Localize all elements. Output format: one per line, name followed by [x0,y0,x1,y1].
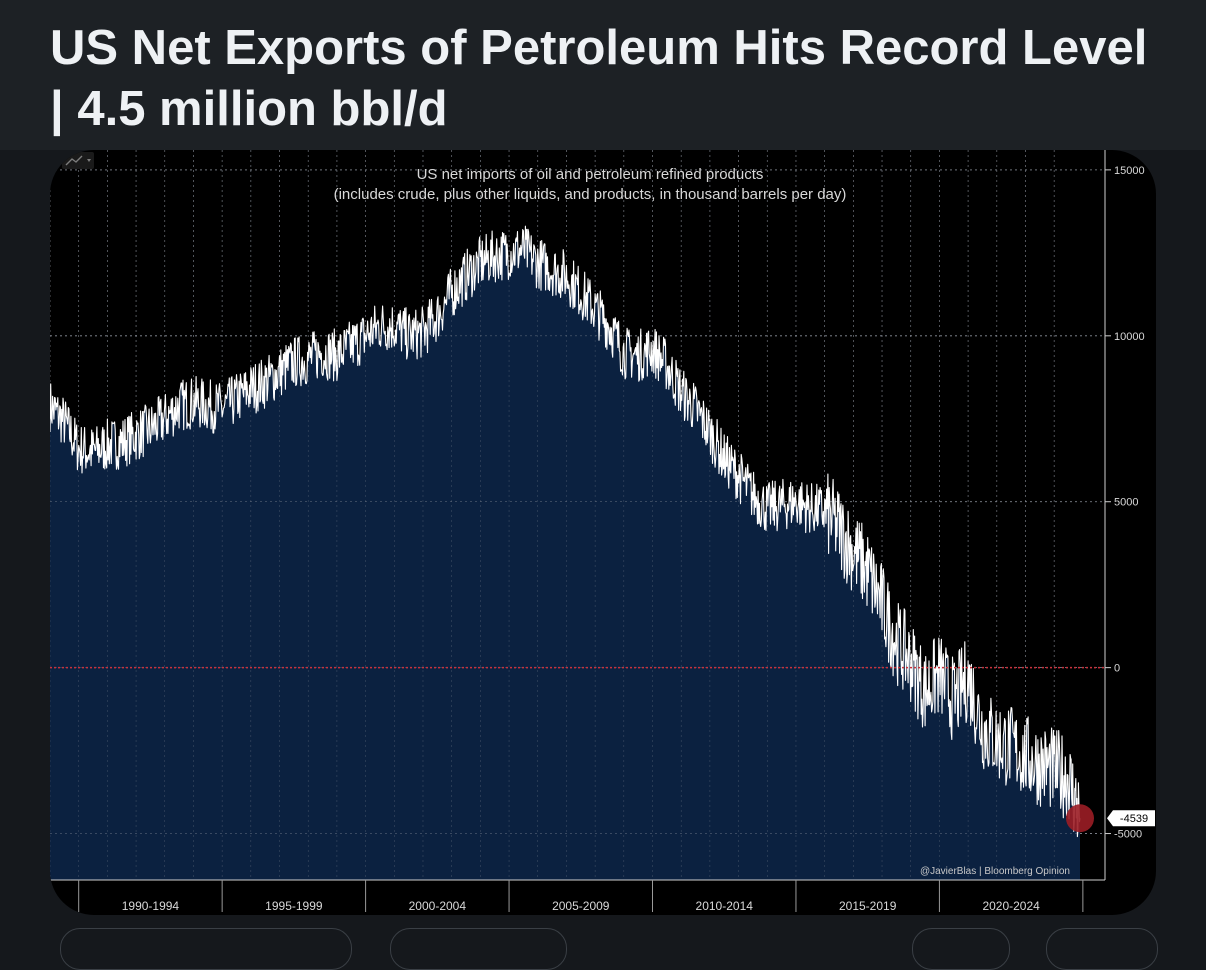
action-pill[interactable] [390,928,567,970]
y-tick-label: 0 [1114,663,1120,675]
x-tick-label: 1990-1994 [122,899,180,913]
net-imports-chart: 15000 10000 5000 0 -5000 1990-1994 1995-1999 20… [50,150,1155,913]
chart-subtitle: (includes crude, plus other liquids, and… [334,186,847,203]
bottom-action-row [0,928,1206,970]
action-pill[interactable] [1046,928,1158,970]
y-tick-label: 5000 [1114,497,1138,509]
last-value-dot [1066,804,1094,833]
x-tick-label: 2010-2014 [696,899,754,913]
action-pill[interactable] [60,928,352,970]
chevron-down-icon [87,159,91,162]
series-line [50,225,1081,838]
chart-annotation: @JavierBlas | Bloomberg Opinion [920,866,1070,877]
x-tick-label: 2005-2009 [552,899,610,913]
series-area [50,226,1080,880]
last-value-marker: -4539 [1066,804,1155,833]
line-series [50,225,1081,838]
chart-card[interactable]: 15000 10000 5000 0 -5000 1990-1994 1995-1999 20… [50,150,1156,915]
action-pill[interactable] [912,928,1010,970]
y-tick-label: 15000 [1114,165,1145,177]
y-tick-label: -5000 [1114,829,1142,841]
area-series [50,150,1080,880]
last-value-tag [1107,810,1155,827]
x-tick-label: 1995-1999 [265,899,323,913]
chart-title: US net imports of oil and petroleum refi… [417,166,764,183]
x-tick-label: 2000-2004 [409,899,467,913]
x-tick-label: 2020-2024 [982,899,1040,913]
axes: 15000 10000 5000 0 -5000 1990-1994 1995-1999 20… [50,150,1145,913]
x-tick-label: 2015-2019 [839,899,897,913]
chart-type-control[interactable] [62,152,94,169]
line-chart-icon [65,155,83,166]
chart-text: US net imports of oil and petroleum refi… [334,166,1070,877]
post-header: US Net Exports of Petroleum Hits Record … [0,0,1206,150]
last-value-label: -4539 [1120,813,1148,825]
post-title: US Net Exports of Petroleum Hits Record … [50,21,1148,136]
y-tick-label: 10000 [1114,331,1145,343]
